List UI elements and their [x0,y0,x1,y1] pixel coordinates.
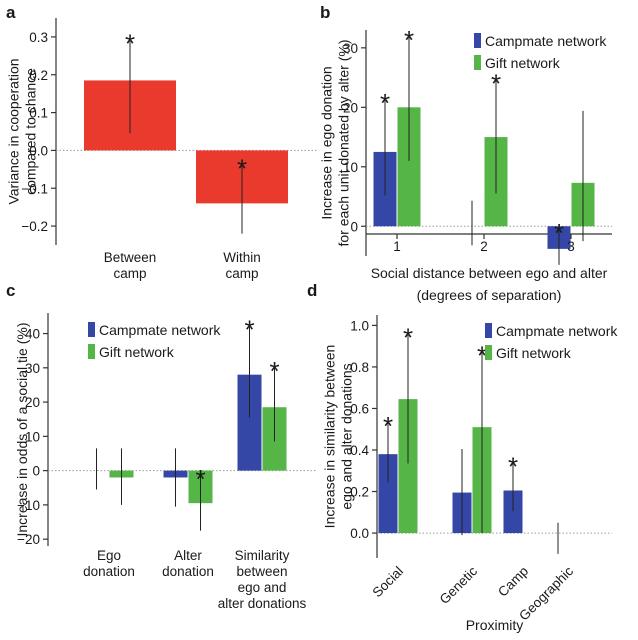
y-axis-label-line: ego and alter donations [339,363,355,509]
category-label: Similarity [235,548,290,563]
y-tick-label: 1.0 [350,318,369,333]
y-tick-label: 10 [343,160,358,175]
legend-swatch [474,33,481,48]
panel-letter-c: c [6,281,15,300]
x-axis-label: Social distance between ego and alter [371,265,608,281]
category-label: donation [83,564,135,579]
significance-star: * [237,154,247,184]
y-axis-label: Increase in ego donation for each unit do… [319,39,352,246]
panel-letter-a: a [6,3,16,22]
category-label: Social [370,564,407,601]
legend-label: Campmate network [99,322,221,338]
legend-label: Gift network [496,345,572,361]
category-label: Genetic [437,563,481,607]
y-axis-label-line: Increase in ego donation [319,66,335,219]
y-axis-label-line: Variance in cooperation [6,58,22,204]
y-tick-label: −10 [17,498,40,513]
y-tick-label: 0.0 [29,143,48,158]
y-tick-label: 40 [25,327,40,342]
y-tick-label: 0.0 [350,526,369,541]
y-axis-label-line: for each unit donated by alter (%) [336,39,352,246]
significance-star: * [195,464,205,494]
category-label: camp [225,266,258,281]
y-tick-label: 20 [25,395,40,410]
legend-label: Gift network [99,344,175,360]
y-tick-label: 0 [350,219,358,234]
y-tick-label: 0.6 [350,401,369,416]
significance-star: * [491,69,501,99]
y-tick-label: 0.3 [29,30,48,45]
legend-swatch [88,322,95,337]
category-label: camp [113,266,146,281]
significance-star: * [383,411,393,441]
significance-star: * [554,218,564,248]
bar [378,454,398,534]
significance-star: * [125,29,135,59]
y-tick-label: 0.1 [29,106,48,121]
category-label: 2 [480,239,488,254]
category-label: 1 [393,239,401,254]
category-label-text: Camp [495,564,531,600]
significance-star: * [403,323,413,353]
y-tick-label: 0.2 [29,68,48,83]
legend-swatch [485,345,492,360]
category-label: Ego [97,548,121,563]
legend-swatch [474,55,481,70]
significance-star: * [380,88,390,118]
category-label-text: Social [370,564,407,601]
category-label: between [236,564,287,579]
y-tick-label: −0.2 [21,219,48,234]
category-label: ego and [238,580,287,595]
category-label: Alter [174,548,202,563]
panel-d: d 0.0 0.2 0.4 0.6 0.8 1.0 Increase in similarit… [307,281,618,633]
bar [503,490,523,534]
category-label: Between [104,250,157,265]
y-axis-label: Increase in similarity between ego and al… [322,345,355,529]
y-axis-label-line: Increase in odds of a social tie (%) [14,323,30,537]
legend-swatch [88,344,95,359]
y-tick-label: 0.8 [350,360,369,375]
category-label: Camp [495,564,531,600]
y-tick-label: 0 [32,464,40,479]
significance-star: * [404,25,414,55]
legend-label: Gift network [485,55,561,71]
panel-letter-b: b [320,3,330,22]
legend-label: Campmate network [496,323,618,339]
category-label: 3 [567,239,575,254]
y-tick-label: −20 [17,532,40,547]
category-label-text: Genetic [437,563,481,607]
y-axis-label: Variance in cooperation compared to chanc… [6,58,39,204]
panel-a: a −0.2 −0.1 0.0 0.1 0.2 0.3 Variance in coopera… [6,3,318,281]
y-tick-label: −0.1 [21,181,48,196]
y-tick-label: 0.2 [350,485,369,500]
bar [398,399,418,534]
y-tick-label: 10 [25,429,40,444]
y-tick-label: 30 [25,361,40,376]
bar [397,107,421,227]
significance-star: * [477,340,487,370]
legend-label: Campmate network [485,33,607,49]
y-axis-label: Increase in odds of a social tie (%) [14,323,30,537]
legend-swatch [485,323,492,338]
category-label: alter donations [218,596,307,611]
x-axis-label: (degrees of separation) [417,287,562,303]
y-tick-label: 30 [343,41,358,56]
significance-star: * [244,315,254,345]
y-axis-label-line: compared to chance [23,68,39,195]
category-label: donation [162,564,214,579]
y-tick-label: 0.4 [350,443,369,458]
y-tick-label: 20 [343,100,358,115]
panel-letter-d: d [307,281,317,300]
significance-star: * [269,356,279,386]
x-axis-label: Proximity [466,617,524,633]
significance-star: * [508,452,518,482]
y-axis-label-line: Increase in similarity between [322,345,338,529]
category-label: Within [223,250,261,265]
